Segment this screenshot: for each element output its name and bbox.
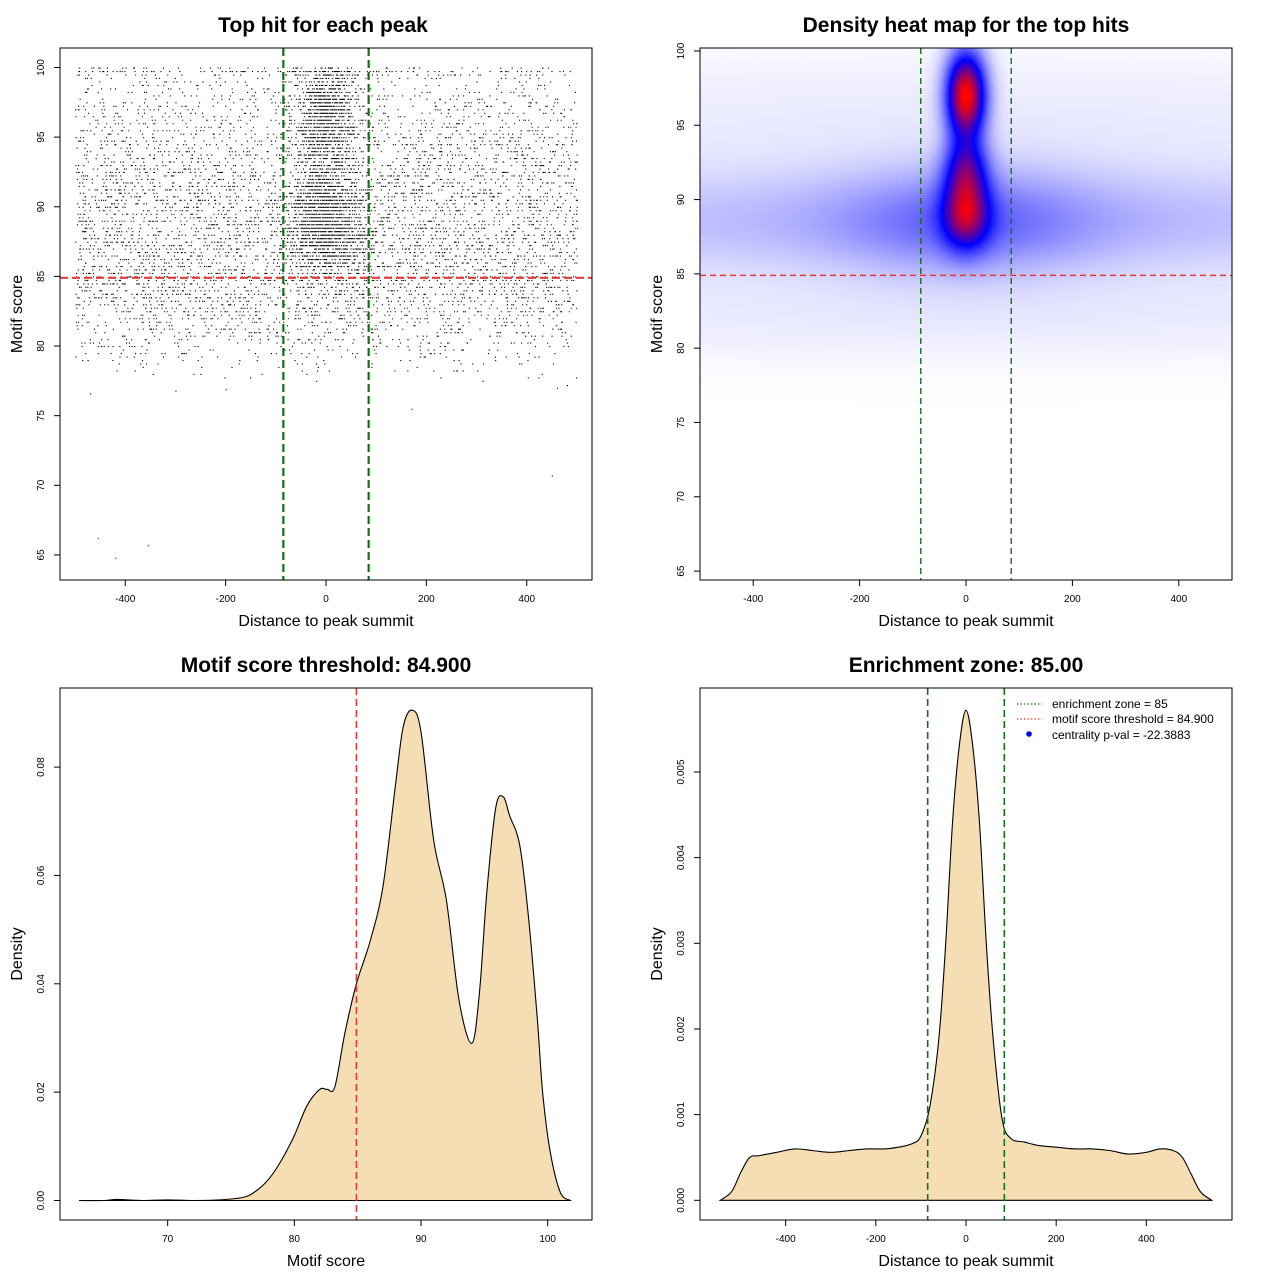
distance-density-panel: Enrichment zone: 85.00 Distance to peak … xyxy=(649,654,1233,1270)
heatmap-panel: Density heat map for the top hits Distan… xyxy=(649,14,1233,630)
score-density-x-tick-label: 80 xyxy=(289,1234,301,1245)
distance-density-y-tick-label: 0.004 xyxy=(676,845,687,870)
score-density-y-axis: 0.00 0.02 0.04 0.06 0.08 xyxy=(36,757,60,1210)
distance-density-y-tick-label: 0.003 xyxy=(676,930,687,955)
score-density-panel: Motif score threshold: 84.900 Motif scor… xyxy=(9,654,593,1270)
distance-density-y-tick-label: 0.005 xyxy=(676,759,687,784)
score-density-title: Motif score threshold: 84.900 xyxy=(181,654,472,677)
scatter-y-axis: 65 70 75 80 85 90 95 100 xyxy=(36,59,60,561)
scatter-x-tick-label: 400 xyxy=(518,594,535,605)
scatter-y-tick-label: 85 xyxy=(36,270,47,282)
score-density-x-label: Motif score xyxy=(287,1253,365,1270)
heatmap-y-label: Motif score xyxy=(649,275,666,353)
distance-density-reference-lines xyxy=(926,688,1006,1220)
heatmap-y-tick-label: 85 xyxy=(676,268,687,280)
legend-pval-label: centrality p-val = -22.3883 xyxy=(1052,728,1191,742)
score-density-y-label: Density xyxy=(9,927,26,980)
heatmap-y-tick-label: 70 xyxy=(676,491,687,503)
distance-density-y-axis: 0.000 0.001 0.002 0.003 0.004 0.005 xyxy=(676,759,700,1213)
scatter-x-tick-label: -200 xyxy=(216,594,236,605)
heatmap-y-tick-label: 90 xyxy=(676,194,687,206)
distance-density-x-label: Distance to peak summit xyxy=(878,1253,1054,1270)
scatter-x-tick-label: -400 xyxy=(115,594,135,605)
scatter-y-tick-label: 65 xyxy=(36,549,47,561)
heatmap-y-tick-label: 80 xyxy=(676,342,687,354)
heatmap-y-tick-label: 95 xyxy=(676,119,687,131)
score-density-x-tick-label: 90 xyxy=(415,1234,427,1245)
heatmap-x-tick-label: -200 xyxy=(850,594,870,605)
scatter-reference-lines xyxy=(60,48,592,580)
heatmap-x-axis: -400 -200 0 200 400 xyxy=(743,580,1188,605)
scatter-y-tick-label: 75 xyxy=(36,410,47,422)
distance-density-x-tick-label: 200 xyxy=(1048,1234,1065,1245)
legend-pval-dot xyxy=(1026,731,1032,737)
scatter-y-tick-label: 100 xyxy=(36,59,47,76)
legend-zone-label: enrichment zone = 85 xyxy=(1052,697,1168,711)
heatmap-y-axis: 65 70 75 80 85 90 95 100 xyxy=(676,42,700,577)
heatmap-x-tick-label: 400 xyxy=(1170,594,1187,605)
scatter-y-tick-label: 70 xyxy=(36,479,47,491)
scatter-x-axis: -400 -200 0 200 400 xyxy=(115,580,536,605)
distance-density-curve xyxy=(718,709,1214,1201)
legend-threshold-label: motif score threshold = 84.900 xyxy=(1052,712,1214,726)
score-density-y-tick-label: 0.08 xyxy=(36,757,47,777)
scatter-plot-frame xyxy=(59,47,593,581)
heatmap-x-tick-label: 0 xyxy=(963,594,969,605)
scatter-y-tick-label: 95 xyxy=(36,131,47,143)
scatter-y-tick-label: 80 xyxy=(36,340,47,352)
scatter-y-label: Motif score xyxy=(9,275,26,353)
heatmap-y-tick-label: 65 xyxy=(676,565,687,577)
score-density-y-tick-label: 0.04 xyxy=(36,974,47,994)
score-density-y-tick-label: 0.06 xyxy=(36,865,47,885)
distance-density-y-tick-label: 0.002 xyxy=(676,1016,687,1041)
scatter-x-tick-label: 200 xyxy=(418,594,435,605)
legend: enrichment zone = 85 motif score thresho… xyxy=(1017,697,1214,742)
distance-density-x-tick-label: -200 xyxy=(866,1234,886,1245)
heatmap-y-tick-label: 100 xyxy=(676,42,687,59)
scatter-x-label: Distance to peak summit xyxy=(238,613,414,630)
score-density-plot-frame xyxy=(59,687,593,1221)
scatter-panel: Top hit for each peak Distance to peak s… xyxy=(9,14,593,630)
scatter-point-cloud xyxy=(75,67,578,559)
distance-density-x-tick-label: 0 xyxy=(963,1234,969,1245)
distance-density-x-axis: -400 -200 0 200 400 xyxy=(776,1220,1155,1245)
heatmap-x-label: Distance to peak summit xyxy=(878,613,1054,630)
heatmap-reference-lines xyxy=(700,48,1232,580)
distance-density-y-tick-label: 0.001 xyxy=(676,1102,687,1127)
distance-density-y-tick-label: 0.000 xyxy=(676,1187,687,1212)
score-density-x-tick-label: 70 xyxy=(162,1234,174,1245)
scatter-title: Top hit for each peak xyxy=(218,14,428,37)
heatmap-y-tick-label: 75 xyxy=(676,416,687,428)
score-density-x-tick-label: 100 xyxy=(539,1234,556,1245)
score-density-y-tick-label: 0.02 xyxy=(36,1082,47,1102)
scatter-x-tick-label: 0 xyxy=(323,594,329,605)
scatter-points xyxy=(75,67,578,559)
heatmap-x-tick-label: -400 xyxy=(743,594,763,605)
heatmap-title: Density heat map for the top hits xyxy=(803,14,1130,37)
distance-density-y-label: Density xyxy=(649,927,666,980)
distance-density-x-tick-label: 400 xyxy=(1138,1234,1155,1245)
score-density-y-tick-label: 0.00 xyxy=(36,1190,47,1210)
score-density-curve xyxy=(78,709,573,1202)
distance-density-x-tick-label: -400 xyxy=(776,1234,796,1245)
score-density-x-axis: 70 80 90 100 xyxy=(162,1220,556,1245)
heatmap-x-tick-label: 200 xyxy=(1064,594,1081,605)
distance-density-title: Enrichment zone: 85.00 xyxy=(849,654,1084,677)
heatmap-image xyxy=(700,48,1232,580)
scatter-y-tick-label: 90 xyxy=(36,201,47,213)
